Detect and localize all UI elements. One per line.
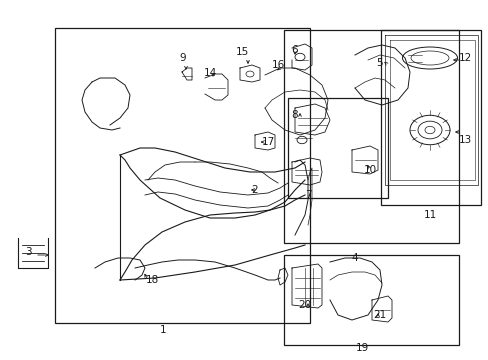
Text: 12: 12 — [457, 53, 470, 63]
Text: 1: 1 — [160, 325, 166, 335]
Bar — [284, 255, 458, 345]
Text: 5: 5 — [376, 58, 383, 68]
Text: 8: 8 — [291, 110, 298, 120]
Bar — [284, 30, 458, 243]
Bar — [55, 28, 309, 323]
Text: 19: 19 — [355, 343, 368, 353]
Text: 20: 20 — [298, 300, 311, 310]
Text: 14: 14 — [203, 68, 216, 78]
Text: 18: 18 — [145, 275, 158, 285]
Text: 11: 11 — [423, 210, 436, 220]
Text: 4: 4 — [351, 253, 358, 263]
Text: 17: 17 — [261, 137, 274, 147]
Text: 7: 7 — [304, 190, 311, 200]
Text: 13: 13 — [457, 135, 470, 145]
Text: 2: 2 — [251, 185, 258, 195]
Text: 15: 15 — [235, 47, 248, 57]
Text: 16: 16 — [271, 60, 284, 70]
Text: 10: 10 — [363, 165, 376, 175]
Bar — [380, 30, 480, 205]
Text: 9: 9 — [179, 53, 186, 63]
Bar — [287, 98, 387, 198]
Text: 3: 3 — [24, 247, 31, 257]
Text: 21: 21 — [373, 310, 386, 320]
Text: 6: 6 — [291, 45, 298, 55]
